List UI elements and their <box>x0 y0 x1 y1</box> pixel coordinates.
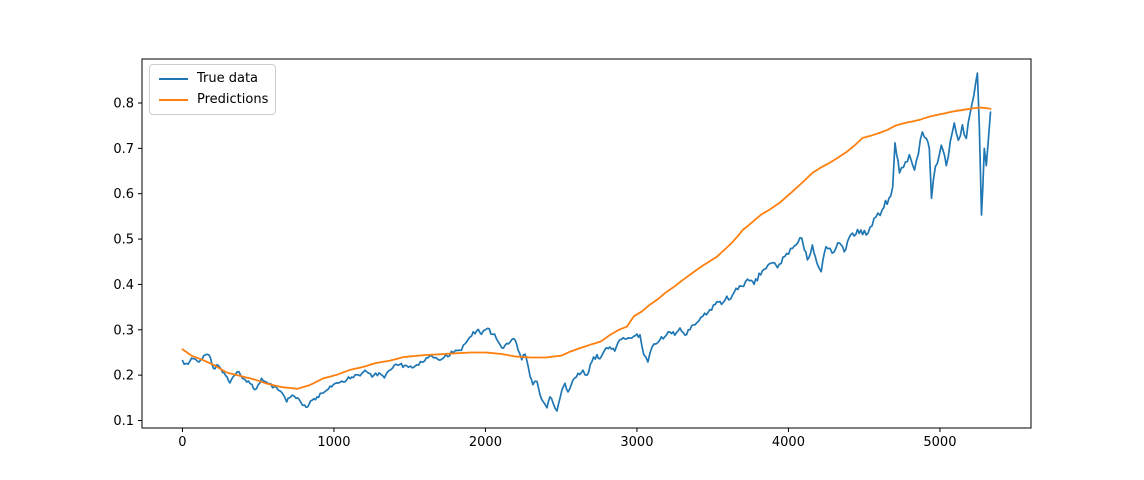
x-tick-label: 4000 <box>772 435 805 450</box>
legend: True data Predictions <box>149 64 276 115</box>
y-tick-label: 0.5 <box>113 233 134 248</box>
y-tick-label: 0.2 <box>113 369 134 384</box>
y-tick-label: 0.6 <box>113 187 134 202</box>
true-data-line-swatch <box>159 78 188 80</box>
series-line-true-data <box>181 72 992 412</box>
series-line-predictions <box>181 106 992 390</box>
y-tick-label: 0.8 <box>113 96 134 111</box>
x-tick-label: 3000 <box>620 435 653 450</box>
x-tick-label: 0 <box>178 435 186 450</box>
x-tick-label: 5000 <box>923 435 956 450</box>
x-tick-label: 1000 <box>317 435 350 450</box>
y-tick-label: 0.1 <box>113 414 134 429</box>
legend-item-predictions: Predictions <box>159 92 269 107</box>
legend-label-true-data: True data <box>197 71 259 86</box>
predictions-line-swatch <box>159 99 188 101</box>
plot-border <box>141 58 1032 429</box>
y-tick-label: 0.4 <box>113 278 134 293</box>
y-tick-label: 0.3 <box>113 323 134 338</box>
legend-label-predictions: Predictions <box>197 92 269 107</box>
x-tick-label: 2000 <box>469 435 502 450</box>
legend-item-true-data: True data <box>159 72 265 86</box>
y-tick-label: 0.7 <box>113 142 134 157</box>
